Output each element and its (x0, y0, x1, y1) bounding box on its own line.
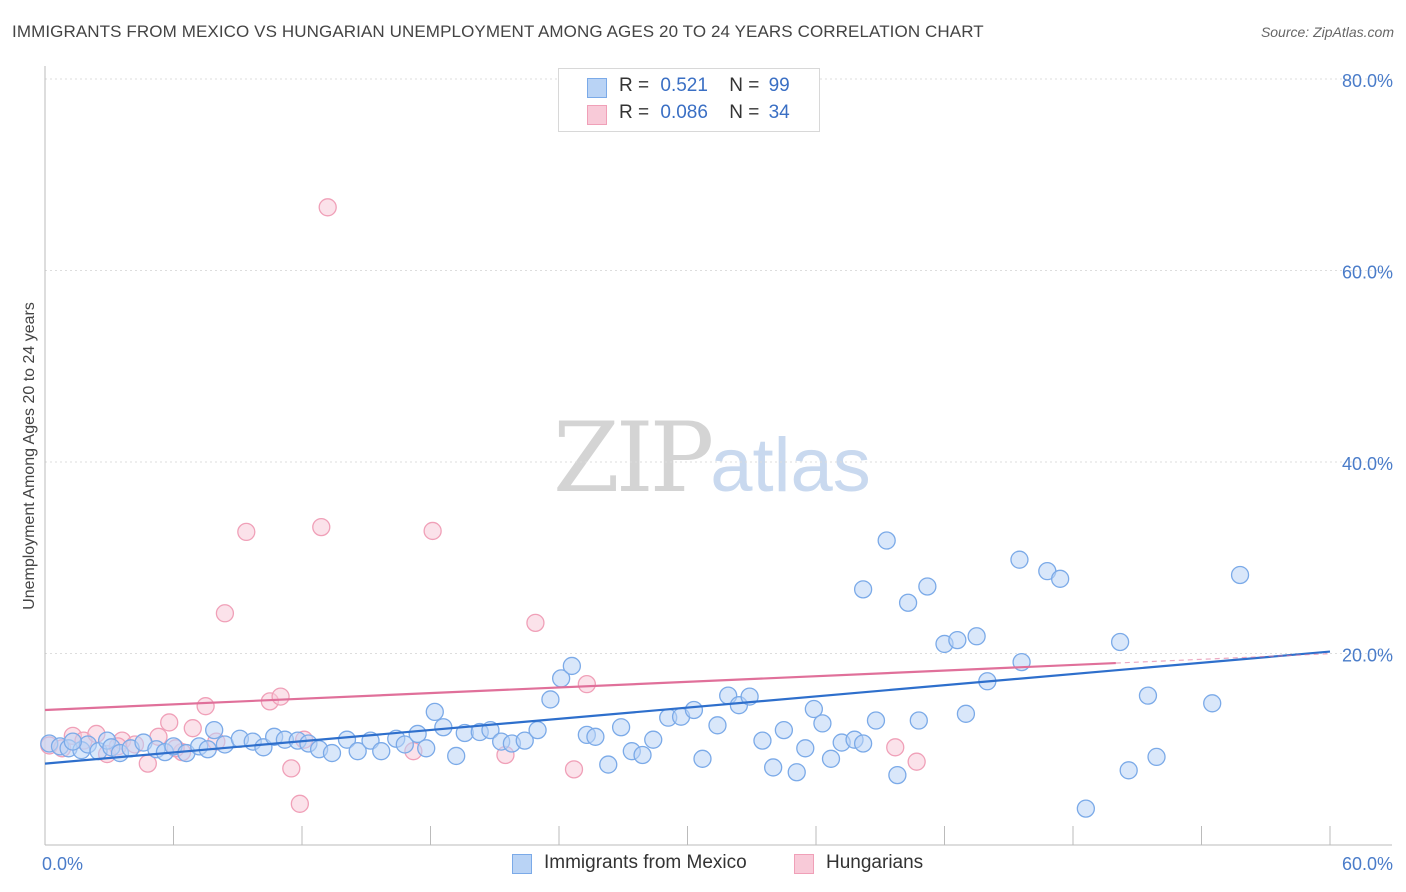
point-mexico (898, 593, 918, 612)
point-mexico (599, 755, 618, 774)
watermark-zip: ZIP (553, 402, 714, 514)
point-mexico (372, 742, 391, 761)
point-hungarians (183, 719, 202, 738)
point-mexico (956, 704, 976, 723)
y-tick-label: 40.0% (1342, 454, 1393, 474)
point-hungarians (907, 752, 926, 771)
point-mexico (425, 702, 444, 722)
legend-n-label: N = (729, 75, 760, 96)
point-mexico (813, 714, 832, 733)
point-hungarians (237, 522, 256, 542)
correlation-legend: R = 0.521 N = 99 R = 0.086 N = 34 (558, 68, 820, 132)
point-mexico (644, 730, 663, 749)
bottom-legend-label-mexico: Immigrants from Mexico (544, 852, 747, 873)
legend-n-value-mexico: 99 (768, 75, 790, 96)
point-mexico (434, 718, 453, 737)
point-mexico (967, 627, 986, 646)
point-mexico (541, 690, 560, 709)
point-mexico (796, 739, 815, 758)
point-mexico (821, 749, 841, 768)
point-mexico (909, 711, 928, 730)
y-tick-label: 20.0% (1342, 646, 1393, 666)
y-tick-label: 80.0% (1342, 71, 1393, 91)
point-mexico (888, 765, 907, 785)
point-mexico (515, 731, 534, 750)
point-mexico (1010, 550, 1029, 569)
point-mexico (1147, 747, 1166, 767)
legend-r-label: R = (619, 75, 650, 96)
point-hungarians (526, 613, 545, 633)
point-mexico (948, 630, 967, 650)
point-mexico (693, 749, 712, 768)
point-mexico (774, 720, 794, 740)
x-tick-label-min: 0.0% (42, 854, 83, 874)
point-mexico (1203, 694, 1222, 713)
legend-swatch-mexico (587, 78, 607, 98)
point-mexico (395, 735, 414, 754)
point-hungarians (423, 521, 442, 541)
legend-swatch-hungarians (587, 105, 607, 125)
point-mexico (611, 718, 631, 737)
legend-r-value-hungarians: 0.086 (660, 102, 708, 123)
point-hungarians (215, 604, 235, 623)
point-mexico (708, 716, 727, 735)
point-mexico (877, 531, 896, 550)
legend-n-label: N = (729, 102, 760, 123)
point-mexico (447, 746, 466, 766)
point-mexico (804, 699, 824, 719)
source-credit: Source: ZipAtlas.com (1260, 24, 1394, 40)
point-mexico (853, 734, 873, 753)
point-mexico (1110, 632, 1130, 652)
point-hungarians (886, 738, 905, 757)
point-mexico (1138, 686, 1158, 705)
watermark-atlas: atlas (710, 423, 871, 508)
point-mexico (205, 720, 224, 740)
point-hungarians (577, 674, 596, 694)
legend-r-label: R = (619, 102, 650, 123)
point-mexico (853, 580, 873, 599)
legend-n-value-hungarians: 34 (768, 102, 790, 123)
point-mexico (684, 700, 704, 720)
point-mexico (586, 727, 605, 746)
point-mexico (417, 739, 436, 758)
y-tick-label: 60.0% (1342, 263, 1393, 283)
point-mexico (322, 743, 342, 763)
point-mexico (866, 711, 886, 730)
point-mexico (528, 720, 547, 740)
point-mexico (1119, 761, 1138, 780)
point-mexico (562, 656, 581, 676)
point-hungarians (290, 794, 310, 813)
watermark: ZIPatlas (553, 402, 871, 514)
point-mexico (753, 731, 772, 750)
chart-title: IMMIGRANTS FROM MEXICO VS HUNGARIAN UNEM… (12, 22, 984, 41)
bottom-swatch-mexico (512, 854, 532, 874)
bottom-legend-label-hungarians: Hungarians (826, 852, 924, 873)
point-mexico (348, 742, 367, 761)
point-mexico (633, 745, 652, 765)
legend-r-value-mexico: 0.521 (660, 75, 708, 96)
point-hungarians (318, 198, 337, 217)
trend-line-hungarians (44, 661, 1116, 712)
y-axis-label: Unemployment Among Ages 20 to 24 years (21, 302, 38, 610)
point-mexico (1076, 799, 1095, 818)
point-hungarians (271, 687, 290, 706)
bottom-swatch-hungarians (794, 854, 814, 874)
x-tick-label-max: 60.0% (1342, 854, 1393, 874)
point-mexico (1230, 565, 1250, 585)
point-hungarians (160, 713, 179, 732)
point-hungarians (196, 697, 215, 716)
point-hungarians (564, 760, 584, 779)
point-hungarians (282, 759, 301, 778)
point-mexico (918, 577, 937, 596)
point-mexico (1051, 569, 1070, 588)
point-mexico (337, 730, 357, 749)
point-hungarians (312, 517, 331, 537)
point-mexico (764, 758, 783, 777)
point-mexico (787, 763, 806, 782)
point-mexico (63, 732, 82, 751)
trend-line-mexico (44, 650, 1331, 765)
